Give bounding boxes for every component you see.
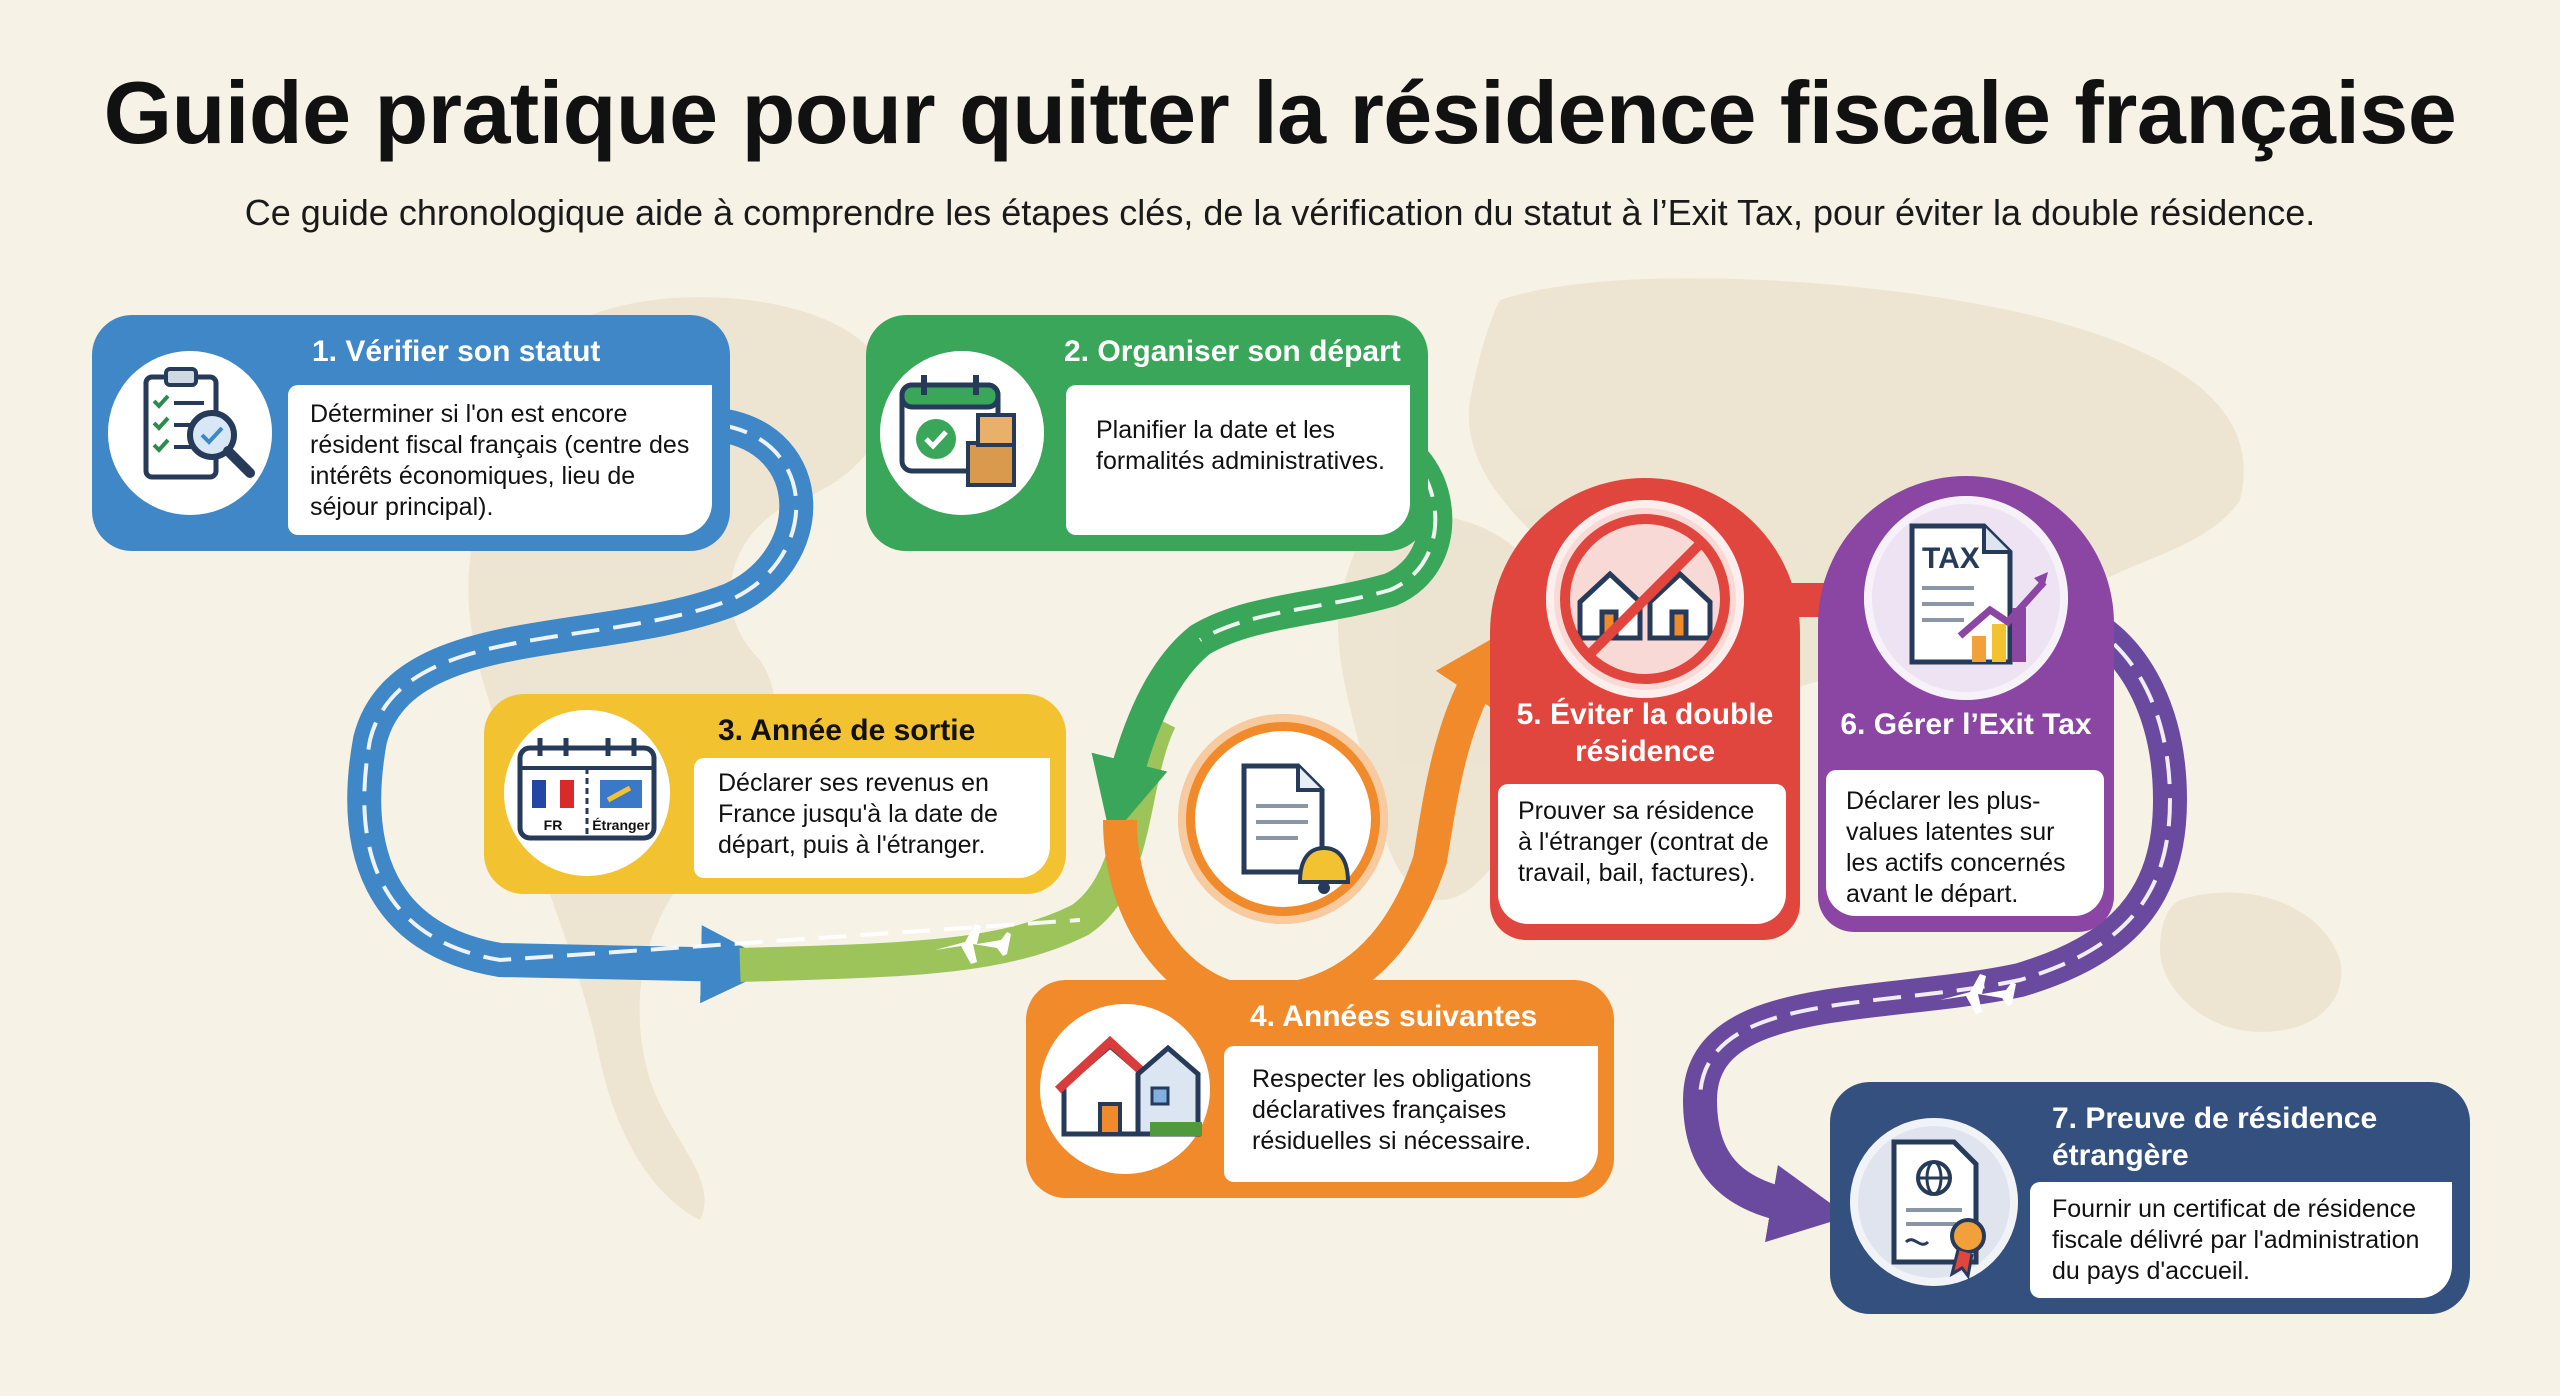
step-6-title: 6. Gérer l’Exit Tax <box>1840 708 2092 741</box>
tax-document-chart-icon: TAX <box>1864 496 2068 700</box>
tax-label: TAX <box>1922 542 1980 575</box>
step-2-text: Planifier la date et les formalités admi… <box>1066 385 1410 535</box>
step-2-title: 2. Organiser son départ <box>1064 335 1401 368</box>
step-6-text: Déclarer les plus-values latentes sur le… <box>1826 770 2104 916</box>
step-1-card: 1. Vérifier son statut Déterminer si l'o… <box>92 315 730 551</box>
step-4-title: 4. Années suivantes <box>1250 1000 1538 1033</box>
document-bell-icon <box>1178 714 1388 924</box>
step-7-title: 7. Preuve de résidence étrangère <box>2052 1102 2378 1172</box>
page-subtitle: Ce guide chronologique aide à comprendre… <box>244 192 2316 233</box>
plane-icon <box>935 924 2016 1014</box>
calendar-flags-icon: FR Étranger <box>504 710 670 876</box>
step-7-text: Fournir un certificat de résidence fisca… <box>2030 1182 2452 1298</box>
houses-icon <box>1040 1004 1210 1174</box>
step-1-title: 1. Vérifier son statut <box>312 335 601 368</box>
step-4-card: 4. Années suivantes Respecter les obliga… <box>1026 980 1614 1198</box>
step-5-title: 5. Éviter la double résidence <box>1516 698 1774 768</box>
checklist-magnifier-icon <box>108 351 272 515</box>
step-1-text: Déterminer si l'on est encore résident f… <box>288 385 712 535</box>
step-7-card: 7. Preuve de résidence étrangère Fournir… <box>1830 1082 2470 1314</box>
step-3-card: 3. Année de sortie Déclarer ses revenus … <box>484 694 1066 894</box>
page-title: Guide pratique pour quitter la résidence… <box>103 63 2457 162</box>
step-5-card: 5. Éviter la double résidence Prouver sa… <box>1490 478 1800 940</box>
calendar-boxes-icon <box>880 351 1044 515</box>
no-double-house-icon <box>1546 500 1744 698</box>
step-6-card: TAX 6. Gérer l’Exit Tax Déclarer les plu… <box>1818 476 2114 932</box>
step-3-title: 3. Année de sortie <box>718 714 976 747</box>
flag-abroad-label: Étranger <box>592 817 650 833</box>
step-5-text: Prouver sa résidence à l'étranger (contr… <box>1498 784 1786 924</box>
flag-fr-label: FR <box>544 817 563 833</box>
step-4-text: Respecter les obligations déclaratives f… <box>1224 1046 1598 1182</box>
certificate-globe-icon <box>1850 1118 2018 1286</box>
step-2-card: 2. Organiser son départ Planifier la dat… <box>866 315 1428 551</box>
step-3-text: Déclarer ses revenus en France jusqu'à l… <box>694 758 1050 878</box>
